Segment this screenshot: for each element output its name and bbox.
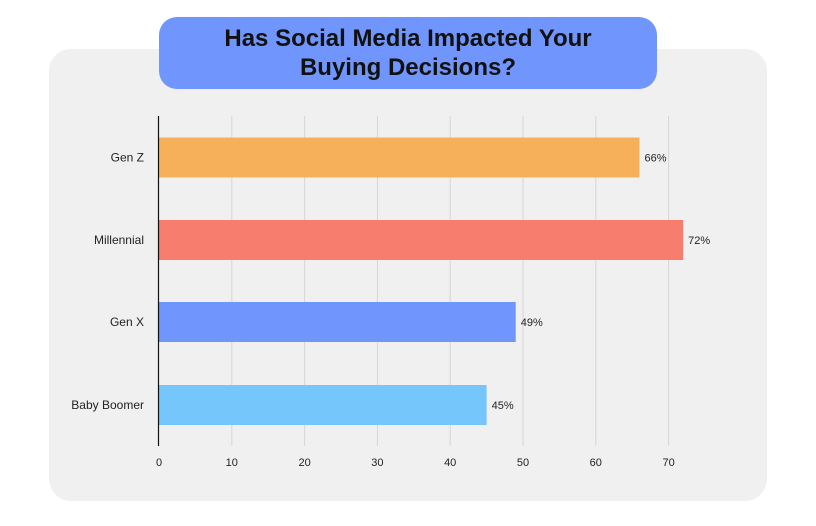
value-label: 49%	[521, 317, 543, 329]
bar-gen-x	[159, 302, 516, 342]
category-label: Baby Boomer	[71, 398, 144, 412]
bar-millennial	[159, 220, 684, 260]
labels: Gen Z Millennial Gen X Baby Boomer 66% 72% 49%…	[71, 151, 710, 470]
x-tick-label: 10	[226, 457, 238, 469]
value-label: 72%	[688, 235, 710, 247]
category-label: Gen X	[110, 315, 144, 329]
x-tick-label: 60	[590, 457, 602, 469]
value-label: 66%	[644, 153, 666, 165]
x-tick-label: 30	[371, 457, 383, 469]
x-tick-label: 40	[444, 457, 456, 469]
bar-baby-boomer	[159, 385, 487, 425]
category-label: Millennial	[94, 233, 144, 247]
value-label: 45%	[492, 400, 514, 412]
chart-panel	[49, 49, 767, 501]
bar-gen-z	[159, 137, 640, 178]
x-tick-label: 50	[517, 457, 529, 469]
x-tick-label: 0	[156, 457, 162, 469]
chart-title: Has Social Media Impacted Your Buying De…	[224, 25, 592, 81]
x-tick-label: 20	[298, 457, 310, 469]
bars	[159, 137, 684, 425]
x-tick-label: 70	[662, 457, 674, 469]
chart-title-box: Has Social Media Impacted Your Buying De…	[159, 17, 657, 89]
category-label: Gen Z	[111, 151, 144, 165]
